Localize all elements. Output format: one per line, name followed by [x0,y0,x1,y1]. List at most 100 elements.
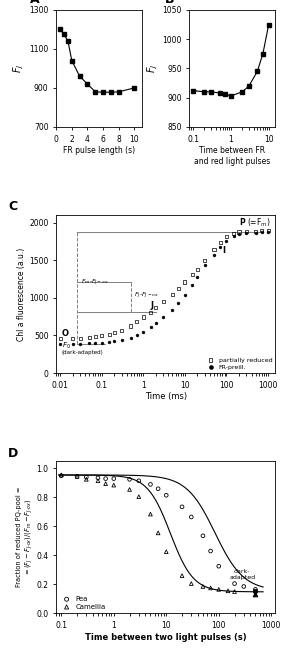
Point [58,339,62,349]
Point [212,245,216,255]
Camellia [232,586,237,597]
Text: $F_J$-$F_{J-ox}$: $F_J$-$F_{J-ox}$ [134,291,159,301]
Point [87,332,92,343]
Pea [164,490,169,501]
Camellia [189,578,194,589]
Pea [112,473,116,484]
Point [112,328,117,338]
Pea [148,479,153,490]
Text: $F_0$: $F_0$ [62,341,71,351]
Text: B: B [165,0,175,6]
Camellia [216,584,221,595]
Point [148,322,153,332]
Point [154,302,158,313]
Text: $\bf{P}$ (=F$_m$): $\bf{P}$ (=F$_m$) [239,217,271,229]
Camellia [127,484,132,495]
Camellia [103,479,108,489]
Camellia [180,570,184,581]
Pea [84,472,89,483]
Camellia [201,581,205,592]
Point [135,316,139,327]
Point [237,229,241,239]
Camellia [84,474,89,485]
Pea [189,512,194,522]
Point [141,312,146,322]
X-axis label: Time between FR
and red light pulses: Time between FR and red light pulses [194,147,271,166]
Text: O: O [62,329,69,337]
Pea [242,581,246,592]
Pea [156,483,160,494]
Point [266,225,270,236]
Point [195,264,200,274]
Point [141,326,146,337]
Point [212,250,216,261]
Point [176,284,181,294]
Y-axis label: $F_J$: $F_J$ [145,64,160,73]
Text: $F_{m}$-$F_{J-ox}$: $F_{m}$-$F_{J-ox}$ [81,277,109,288]
Point [99,330,104,341]
Point [154,318,158,328]
Point [170,304,175,315]
Point [183,290,187,300]
Point [183,276,187,287]
Point [87,338,92,349]
Point [135,330,139,341]
Camellia [156,528,160,538]
Text: J: J [151,301,154,310]
Camellia [209,583,213,593]
Point [119,325,124,335]
X-axis label: FR pulse length (s): FR pulse length (s) [63,147,135,155]
Point [78,333,82,343]
Y-axis label: Chl a fluorescence (a.u.): Chl a fluorescence (a.u.) [17,247,26,341]
Point [203,255,207,266]
Pea [127,474,132,485]
Pea [75,471,79,482]
Pea [103,473,108,484]
Pea [209,546,213,556]
Legend: Pea, Camellia: Pea, Camellia [60,596,106,610]
Point [107,337,111,347]
Text: dark-
adapted: dark- adapted [229,569,255,580]
Text: C: C [8,200,17,213]
Point [232,228,236,239]
Point [253,227,258,238]
Point [244,228,249,239]
Point [259,227,264,238]
Camellia [226,585,230,596]
Point [253,585,258,596]
Pea [201,530,205,541]
Point [71,333,75,344]
Point [253,226,258,237]
Point [232,231,236,241]
Pea [96,473,100,483]
Pea [253,584,258,595]
Legend: partially reduced, FR-preill.: partially reduced, FR-preill. [204,357,272,370]
Point [253,589,258,599]
Point [266,227,270,237]
Pea [216,561,221,572]
Pea [137,475,141,486]
Point [78,338,82,349]
Point [170,290,175,300]
Camellia [75,471,79,482]
Camellia [112,480,116,491]
Y-axis label: Fraction of reduced PQ-pool =
$=(F_J-F_{J\text{-}ox})/(F_m-F_{J\text{-}ox})$: Fraction of reduced PQ-pool = $=(F_J-F_{… [16,487,35,587]
Pea [59,471,64,481]
Point [129,333,133,343]
Camellia [164,546,169,557]
Pea [232,578,237,589]
Camellia [59,469,64,480]
Point [161,296,166,307]
Point [259,225,264,236]
Point [224,235,229,246]
Point [71,338,75,349]
Text: A: A [30,0,40,6]
Point [224,231,229,242]
Camellia [96,475,100,486]
Point [218,237,222,248]
Point [93,332,98,342]
Point [218,241,222,252]
Text: I: I [223,246,225,255]
Text: D: D [8,447,18,459]
Camellia [148,509,153,519]
